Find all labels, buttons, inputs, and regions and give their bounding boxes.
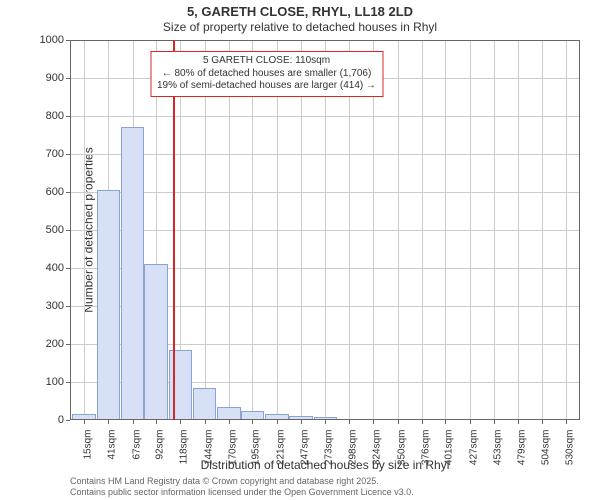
annotation-line: 19% of semi-detached houses are larger (… <box>157 80 376 93</box>
y-tick-label: 1000 <box>14 34 64 46</box>
y-tick-mark <box>66 230 70 231</box>
y-tick-label: 700 <box>14 148 64 160</box>
title-line-2: Size of property relative to detached ho… <box>0 20 600 34</box>
y-tick-label: 200 <box>14 338 64 350</box>
y-tick-label: 100 <box>14 376 64 388</box>
y-tick-mark <box>66 268 70 269</box>
x-tick-label: 67sqm <box>131 430 142 460</box>
x-tick-label: 273sqm <box>324 430 335 466</box>
x-tick-mark <box>108 420 109 424</box>
y-tick-label: 500 <box>14 224 64 236</box>
x-tick-mark <box>445 420 446 424</box>
y-tick-label: 400 <box>14 262 64 274</box>
x-tick-label: 479sqm <box>517 430 528 466</box>
x-tick-mark <box>566 420 567 424</box>
x-tick-mark <box>84 420 85 424</box>
x-tick-label: 41sqm <box>107 430 118 460</box>
x-tick-label: 144sqm <box>203 430 214 466</box>
footnote-line-2: Contains public sector information licen… <box>70 487 414 497</box>
x-tick-label: 170sqm <box>228 430 239 466</box>
x-tick-mark <box>470 420 471 424</box>
x-tick-mark <box>422 420 423 424</box>
x-tick-label: 195sqm <box>251 430 262 466</box>
y-tick-mark <box>66 382 70 383</box>
footnote-line-1: Contains HM Land Registry data © Crown c… <box>70 476 379 486</box>
x-tick-mark <box>542 420 543 424</box>
annotation-line: ← 80% of detached houses are smaller (1,… <box>157 68 376 81</box>
y-tick-mark <box>66 78 70 79</box>
x-tick-mark <box>229 420 230 424</box>
x-tick-mark <box>398 420 399 424</box>
x-tick-label: 376sqm <box>420 430 431 466</box>
y-tick-label: 300 <box>14 300 64 312</box>
x-tick-mark <box>205 420 206 424</box>
x-tick-label: 401sqm <box>444 430 455 466</box>
x-tick-label: 453sqm <box>492 430 503 466</box>
x-tick-label: 504sqm <box>540 430 551 466</box>
annotation-line: 5 GARETH CLOSE: 110sqm <box>157 55 376 68</box>
x-tick-label: 530sqm <box>564 430 575 466</box>
x-tick-mark <box>133 420 134 424</box>
annotation-box: 5 GARETH CLOSE: 110sqm← 80% of detached … <box>150 51 383 97</box>
x-tick-label: 247sqm <box>300 430 311 466</box>
x-tick-mark <box>373 420 374 424</box>
plot-area: 5 GARETH CLOSE: 110sqm← 80% of detached … <box>70 40 580 420</box>
x-tick-mark <box>156 420 157 424</box>
x-tick-label: 15sqm <box>83 430 94 460</box>
x-tick-label: 324sqm <box>372 430 383 466</box>
y-tick-mark <box>66 306 70 307</box>
chart-root: 5, GARETH CLOSE, RHYL, LL18 2LD Size of … <box>0 0 600 500</box>
y-tick-mark <box>66 344 70 345</box>
y-tick-label: 800 <box>14 110 64 122</box>
y-tick-mark <box>66 192 70 193</box>
x-tick-label: 221sqm <box>275 430 286 466</box>
x-tick-mark <box>301 420 302 424</box>
title-line-1: 5, GARETH CLOSE, RHYL, LL18 2LD <box>0 4 600 19</box>
y-tick-mark <box>66 420 70 421</box>
y-tick-label: 0 <box>14 414 64 426</box>
x-tick-mark <box>494 420 495 424</box>
y-tick-mark <box>66 116 70 117</box>
x-tick-mark <box>252 420 253 424</box>
x-tick-label: 298sqm <box>347 430 358 466</box>
plot-border <box>70 40 580 420</box>
y-tick-mark <box>66 154 70 155</box>
x-tick-mark <box>180 420 181 424</box>
x-tick-label: 92sqm <box>155 430 166 460</box>
x-tick-mark <box>349 420 350 424</box>
x-tick-label: 118sqm <box>179 430 190 465</box>
x-tick-label: 350sqm <box>396 430 407 466</box>
y-tick-mark <box>66 40 70 41</box>
x-tick-label: 427sqm <box>468 430 479 466</box>
reference-line <box>173 40 175 420</box>
x-tick-mark <box>325 420 326 424</box>
y-tick-label: 900 <box>14 72 64 84</box>
x-tick-mark <box>518 420 519 424</box>
x-tick-mark <box>277 420 278 424</box>
y-tick-label: 600 <box>14 186 64 198</box>
